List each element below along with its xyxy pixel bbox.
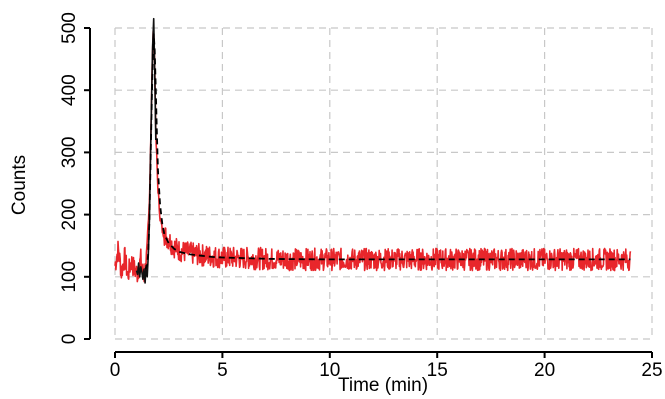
y-axis-title: Counts xyxy=(9,155,30,215)
x-tick-label: 0 xyxy=(110,360,121,381)
y-tick-label: 400 xyxy=(59,74,80,106)
grid-layer xyxy=(114,27,653,340)
x-tick-label: 10 xyxy=(319,360,340,381)
y-tick-label: 0 xyxy=(59,334,80,345)
data-layer xyxy=(114,17,632,284)
x-tick-label: 5 xyxy=(217,360,228,381)
x-axis-title: Time (min) xyxy=(338,375,428,396)
y-tick-label: 200 xyxy=(59,199,80,231)
x-tick-label: 15 xyxy=(427,360,448,381)
fit-curve-line xyxy=(144,33,631,270)
y-tick-label: 300 xyxy=(59,137,80,169)
x-tick-label: 20 xyxy=(534,360,555,381)
x-tick-label: 25 xyxy=(641,360,662,381)
y-tick-label: 500 xyxy=(59,12,80,44)
axes-layer: 0 5 10 15 20 25 0 100 200 300 400 500 xyxy=(59,12,663,381)
measured-counts-line xyxy=(114,30,632,283)
y-tick-label: 100 xyxy=(59,261,80,293)
